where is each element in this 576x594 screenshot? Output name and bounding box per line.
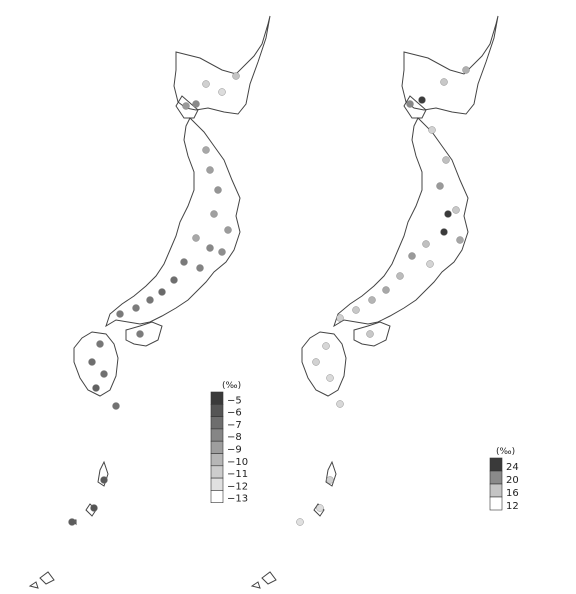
legend-swatch xyxy=(210,477,224,491)
legend-right-unit: (‰) xyxy=(496,447,515,457)
map-right: (‰) 24 20 16 12 xyxy=(250,15,519,589)
legend-label: −13 xyxy=(227,494,248,505)
legend-swatch xyxy=(489,483,503,498)
legend-label: 24 xyxy=(506,462,519,473)
legend-label: −9 xyxy=(227,445,242,456)
station-dots-right xyxy=(296,66,470,526)
station-dots-left xyxy=(68,72,240,526)
japan-outline-left xyxy=(28,15,271,589)
legend-label: −10 xyxy=(227,457,248,468)
legend-label: −11 xyxy=(227,469,248,480)
legend-swatch xyxy=(210,416,224,430)
legend-swatch xyxy=(210,391,224,405)
legend-label: −6 xyxy=(227,408,242,419)
legend-swatch xyxy=(489,470,503,485)
legend-right: (‰) 24 20 16 12 xyxy=(489,447,519,512)
legend-left: (‰) −5 −6−7−8 −9−10−11−12 −13 xyxy=(210,381,248,505)
legend-label: −5 xyxy=(227,395,242,406)
legend-label: −7 xyxy=(227,420,242,431)
legend-swatch xyxy=(210,403,224,417)
map-left: (‰) −5 −6−7−8 −9−10−11−12 −13 xyxy=(28,15,271,589)
legend-swatch xyxy=(210,465,224,479)
legend-label: 12 xyxy=(506,501,519,512)
legend-swatch xyxy=(489,496,503,511)
legend-swatch xyxy=(210,490,224,503)
legend-label: −12 xyxy=(227,481,248,492)
legend-right-items: 24 20 16 12 xyxy=(489,457,519,512)
legend-swatch xyxy=(210,428,224,442)
legend-swatch xyxy=(210,453,224,467)
legend-left-unit: (‰) xyxy=(222,381,241,391)
legend-label: 16 xyxy=(506,488,519,499)
legend-swatch xyxy=(489,457,503,472)
legend-label: 20 xyxy=(506,475,519,486)
legend-swatch xyxy=(210,440,224,454)
legend-label: −8 xyxy=(227,432,242,443)
legend-left-items: −5 −6−7−8 −9−10−11−12 −13 xyxy=(210,391,248,505)
